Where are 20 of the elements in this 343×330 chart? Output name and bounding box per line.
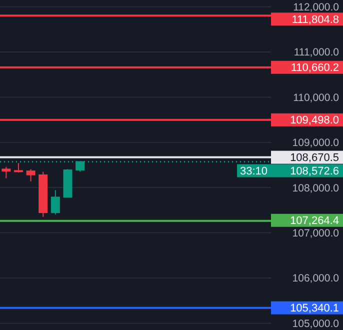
ref-line-label: 110,660.2 (290, 62, 339, 74)
y-tick-label: 112,000.0 (293, 1, 340, 14)
y-tick-label: 109,000.0 (292, 137, 340, 150)
ref-line-label: 109,498.0 (290, 114, 339, 127)
ref-line-label: 111,804.8 (292, 14, 339, 26)
candlestick (2, 166, 11, 179)
candlestick (26, 168, 36, 182)
ref-line-label: 105,340.1 (290, 302, 339, 315)
candlestick (50, 190, 60, 215)
annotation: 33:10 (240, 166, 268, 178)
y-tick-label: 108,000.0 (292, 182, 340, 194)
y-tick-label: 106,000.0 (292, 272, 340, 285)
ref-line-label: 108,670.5 (290, 152, 339, 164)
ref-line-label: 107,264.4 (290, 215, 339, 228)
y-tick-label: 110,000.0 (293, 92, 340, 104)
candlestick (14, 162, 23, 173)
y-tick-label: 105,000.0 (292, 318, 340, 330)
y-tick-label: 107,000.0 (292, 227, 340, 240)
y-tick-label: 111,000.0 (294, 46, 340, 59)
ref-line-label: 108,572.6 (290, 166, 339, 178)
